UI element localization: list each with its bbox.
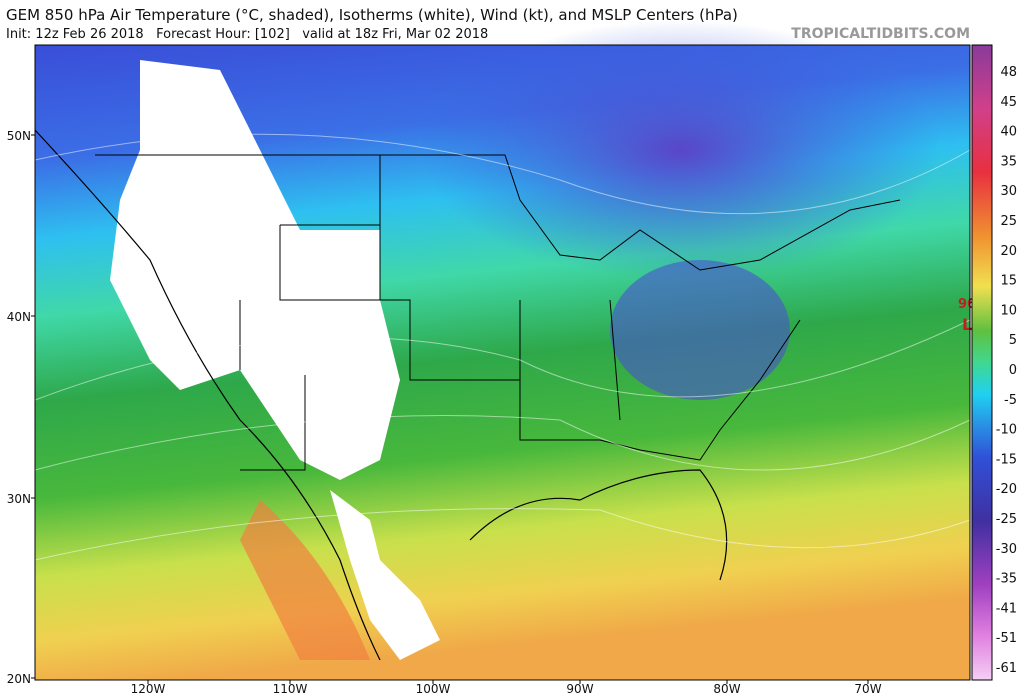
isotherms — [34, 133, 971, 561]
colorbar-label: -61 — [996, 661, 1017, 676]
cold-core — [420, 20, 940, 280]
colorbar-label: -5 — [1004, 393, 1017, 408]
colorbar-label: 5 — [1009, 333, 1017, 348]
title: GEM 850 hPa Air Temperature (°C, shaded)… — [6, 6, 738, 24]
subtitle: Init: 12z Feb 26 2018 Forecast Hour: [10… — [6, 27, 488, 42]
colorbar-label: 48 — [1000, 65, 1017, 80]
colorbar-label: -15 — [996, 452, 1017, 467]
terrain-mask — [330, 490, 440, 660]
latitude-label: 30N — [7, 492, 31, 506]
site-credit: TROPICALTIDBITS.COM — [791, 26, 970, 42]
latitude-label: 20N — [7, 672, 31, 686]
coastline — [34, 129, 728, 661]
colorbar-label: -25 — [996, 512, 1017, 527]
longitude-label: 70W — [854, 682, 881, 696]
colorbar-label: 25 — [1000, 214, 1017, 229]
colorbar-label: -51 — [996, 631, 1017, 646]
longitude-label: 90W — [566, 682, 593, 696]
colorbar-label: 10 — [1000, 303, 1017, 318]
colorbar-label: 35 — [1000, 154, 1017, 169]
map-frame — [34, 44, 971, 681]
terrain-mask — [110, 60, 400, 480]
longitude-label: 120W — [131, 682, 166, 696]
colorbar — [971, 44, 993, 681]
cold-pool — [610, 260, 790, 400]
latitude-label: 40N — [7, 310, 31, 324]
colorbar-label: 30 — [1000, 184, 1017, 199]
longitude-label: 110W — [273, 682, 308, 696]
colorbar-label: 15 — [1000, 274, 1017, 289]
warm-zone — [240, 500, 370, 660]
pressure-symbol: L — [962, 315, 972, 334]
colorbar-label: -41 — [996, 601, 1017, 616]
colorbar-label: 0 — [1009, 363, 1017, 378]
map: 96 L — [34, 20, 976, 680]
colorbar-label: -20 — [996, 482, 1017, 497]
latitude-label: 50N — [7, 129, 31, 143]
colorbar-label: 40 — [1000, 125, 1017, 140]
colorbar-label: 45 — [1000, 95, 1017, 110]
labels: 50N 40N 30N 20N 120W 110W 100W 90W 80W 70W 48 45 40 3… — [7, 65, 1017, 696]
boundaries — [95, 154, 901, 471]
colorbar-label: -30 — [996, 542, 1017, 557]
longitude-label: 80W — [713, 682, 740, 696]
colorbar-label: -35 — [996, 572, 1017, 587]
longitude-label: 100W — [416, 682, 451, 696]
colorbar-label: 20 — [1000, 244, 1017, 259]
colorbar-label: -10 — [996, 423, 1017, 438]
